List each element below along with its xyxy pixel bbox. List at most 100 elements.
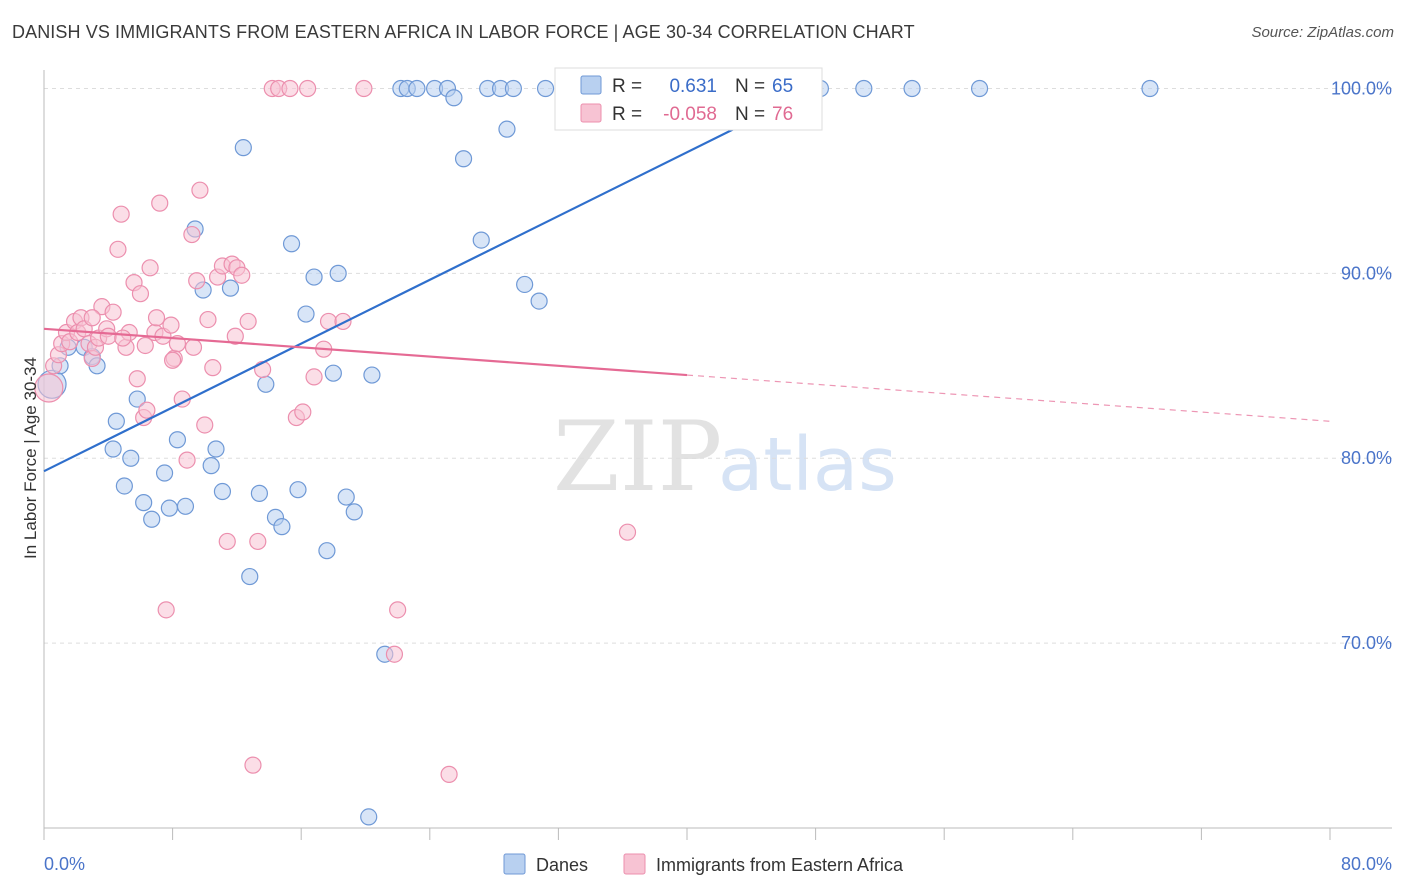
stats-danes-r-label: R = [612, 76, 642, 97]
point-danes [207, 440, 225, 458]
point-eaf [233, 266, 251, 284]
point-danes [115, 477, 133, 495]
point-danes [329, 264, 347, 282]
point-danes [472, 231, 490, 249]
point-danes [282, 235, 301, 253]
point-danes [107, 412, 125, 430]
point-eaf [104, 303, 122, 321]
point-eaf [385, 645, 404, 663]
point-danes [155, 464, 174, 482]
legend-label-danes: Danes [536, 855, 588, 875]
point-danes [289, 481, 307, 499]
legend-label-eaf: Immigrants from Eastern Africa [656, 855, 904, 875]
point-eaf [355, 79, 373, 98]
point-danes [135, 494, 153, 512]
point-danes [324, 364, 342, 382]
axes [43, 70, 1392, 840]
point-eaf [188, 272, 206, 290]
point-danes [104, 440, 122, 458]
point-danes [122, 449, 140, 467]
point-danes [363, 366, 381, 384]
point-danes [221, 279, 240, 297]
point-danes [504, 79, 522, 98]
legend-swatch-danes [503, 853, 526, 875]
point-danes [454, 150, 473, 168]
legend-swatch-eaf [623, 853, 646, 875]
point-eaf [136, 336, 154, 355]
point-danes [445, 89, 463, 107]
point-danes [516, 275, 534, 294]
y-tick-label: 90.0% [1341, 263, 1392, 283]
point-eaf [164, 351, 182, 369]
y-tick-label: 70.0% [1341, 633, 1392, 653]
point-danes [903, 79, 921, 98]
point-eaf [305, 368, 323, 386]
point-eaf [204, 359, 222, 377]
stats-danes-n-value: 65 [772, 76, 793, 97]
y-tick-label: 80.0% [1341, 448, 1392, 468]
point-eaf [162, 316, 180, 334]
point-danes [345, 503, 363, 521]
point-eaf [128, 370, 146, 388]
point-danes [176, 497, 195, 515]
point-eaf [131, 285, 150, 303]
chart-source: Source: ZipAtlas.com [1251, 24, 1394, 41]
point-eaf [99, 327, 117, 345]
point-eaf [191, 181, 209, 199]
point-danes [408, 79, 426, 98]
point-eaf [114, 329, 132, 347]
point-eaf [157, 601, 175, 619]
point-eaf [109, 240, 127, 258]
point-eaf [147, 309, 166, 327]
y-axis-label: In Labor Force | Age 30-34 [21, 357, 40, 559]
y-tick-label: 100.0% [1331, 78, 1392, 98]
stats-swatch-danes [580, 75, 602, 95]
point-danes [143, 510, 161, 528]
trend-line-eaf [43, 327, 688, 377]
stats-eaf-n-label: N = [735, 104, 765, 125]
point-danes [213, 482, 232, 501]
point-eaf [34, 373, 64, 403]
point-danes [160, 499, 178, 517]
point-danes [202, 457, 220, 475]
trend-line-danes [43, 87, 817, 473]
point-eaf [83, 309, 101, 327]
x-tick-labels: 0.0% 80.0% [44, 854, 1392, 874]
point-danes [128, 390, 146, 408]
point-danes [970, 79, 989, 98]
point-eaf [178, 451, 196, 469]
point-eaf [389, 601, 407, 619]
point-danes [297, 305, 315, 323]
point-eaf [226, 327, 244, 345]
point-danes [318, 542, 336, 560]
point-danes [855, 79, 873, 98]
point-danes [250, 484, 269, 502]
watermark: ZIP atlas [553, 401, 897, 513]
point-eaf [239, 312, 257, 331]
point-eaf [334, 312, 352, 331]
point-eaf [249, 532, 267, 551]
point-danes [360, 808, 378, 826]
point-eaf [196, 416, 214, 434]
point-eaf [183, 225, 201, 244]
point-danes [257, 375, 275, 393]
watermark-atlas: atlas [718, 422, 897, 508]
stats-danes-r-value: 0.631 [669, 76, 717, 97]
point-eaf [112, 205, 130, 223]
point-eaf [184, 338, 203, 356]
point-danes [337, 488, 355, 506]
x-tick-label: 80.0% [1341, 854, 1392, 874]
x-tick-label: 0.0% [44, 854, 85, 874]
point-danes [530, 292, 548, 310]
point-eaf [618, 523, 637, 541]
point-danes [536, 79, 555, 98]
point-danes [168, 431, 187, 449]
point-eaf [151, 194, 169, 212]
point-eaf [218, 532, 236, 551]
point-danes [1141, 79, 1159, 98]
point-eaf [244, 756, 262, 774]
stats-eaf-n-value: 76 [772, 104, 793, 125]
y-tick-labels: 70.0% 80.0% 90.0% 100.0% [1331, 78, 1392, 653]
chart-title: DANISH VS IMMIGRANTS FROM EASTERN AFRICA… [12, 22, 915, 42]
